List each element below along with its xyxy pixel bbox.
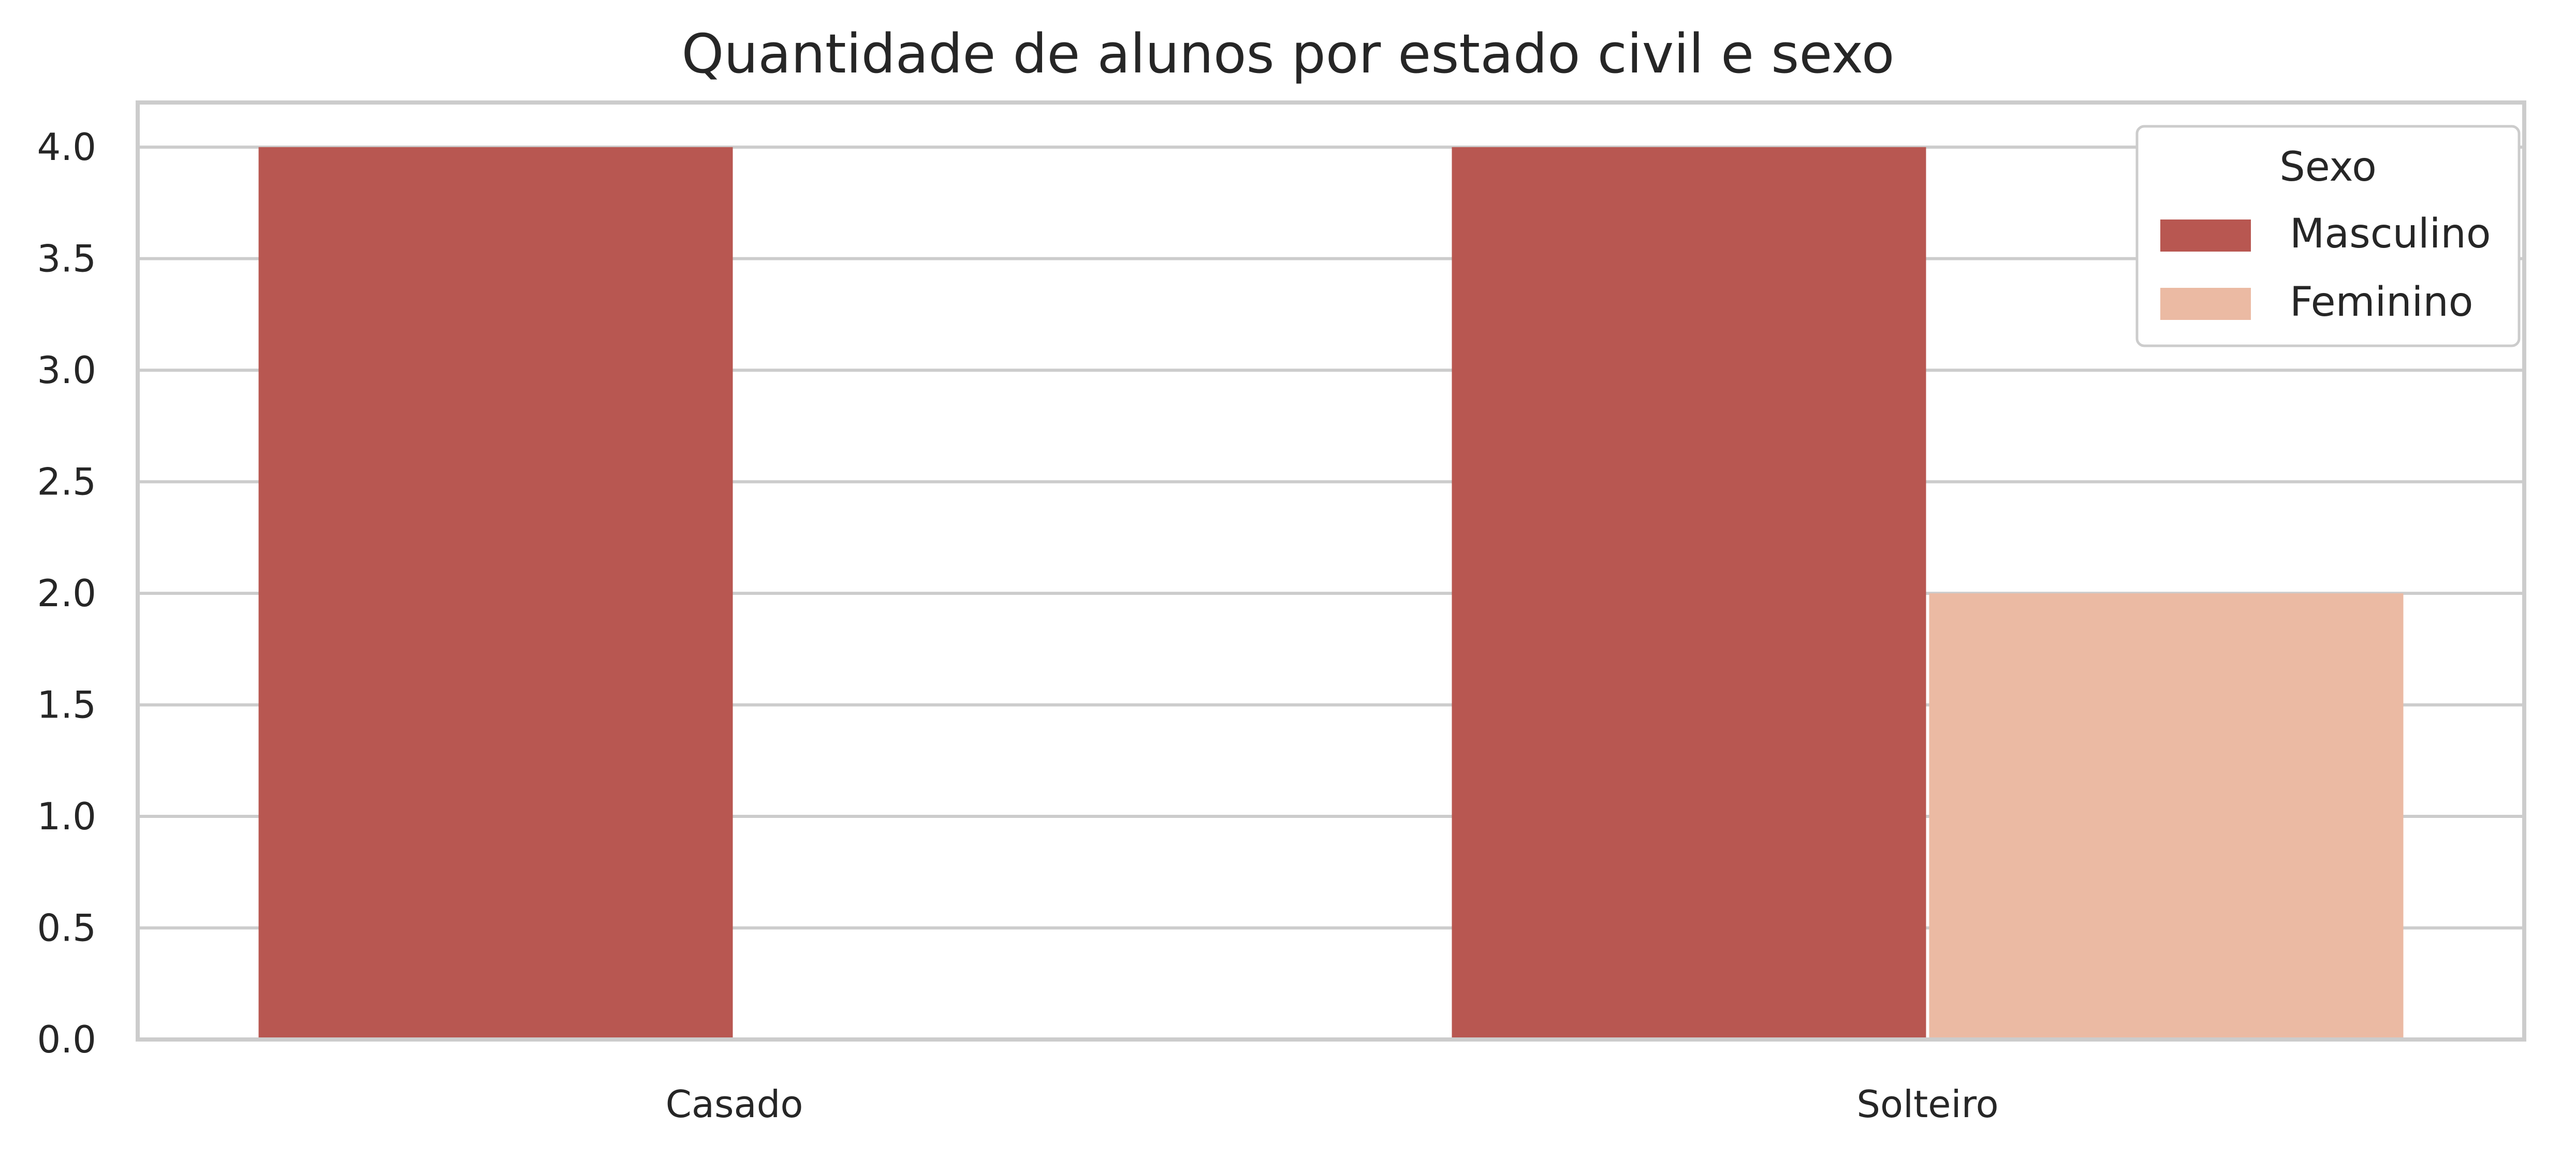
chart-title: Quantidade de alunos por estado civil e … <box>682 22 1895 85</box>
y-tick-labels: 0.0 0.5 1.0 1.5 2.0 2.5 3.0 3.5 4.0 <box>37 125 96 1061</box>
plot-frame <box>136 100 2526 1042</box>
legend-swatch-masculino <box>2160 219 2251 252</box>
bar-feminino-solteiro <box>1929 593 2404 1039</box>
x-tick-label: Solteiro <box>1856 1082 1998 1126</box>
legend-label-masculino: Masculino <box>2290 211 2491 257</box>
y-tick-label: 2.0 <box>37 572 96 615</box>
y-tick-label: 0.5 <box>37 906 96 950</box>
y-tick-label: 3.0 <box>37 348 96 392</box>
y-tick-label: 1.0 <box>37 795 96 838</box>
y-tick-label: 3.5 <box>37 237 96 281</box>
legend-items: Masculino Feminino <box>2160 211 2491 326</box>
bar-masculino-solteiro <box>1452 147 1926 1040</box>
legend-label-feminino: Feminino <box>2290 279 2473 326</box>
y-tick-label: 2.5 <box>37 460 96 504</box>
legend: Sexo Masculino Feminino <box>2135 125 2521 347</box>
x-tick-labels: Casado Solteiro <box>666 1082 1999 1126</box>
bar-masculino-casado <box>258 147 733 1040</box>
x-tick-label: Casado <box>666 1082 803 1126</box>
y-tick-label: 4.0 <box>37 125 96 169</box>
bars <box>258 147 2404 1040</box>
y-tick-label: 1.5 <box>37 683 96 727</box>
y-tick-label: 0.0 <box>37 1018 96 1061</box>
legend-title: Sexo <box>2279 144 2377 191</box>
legend-swatch-feminino <box>2160 288 2251 320</box>
